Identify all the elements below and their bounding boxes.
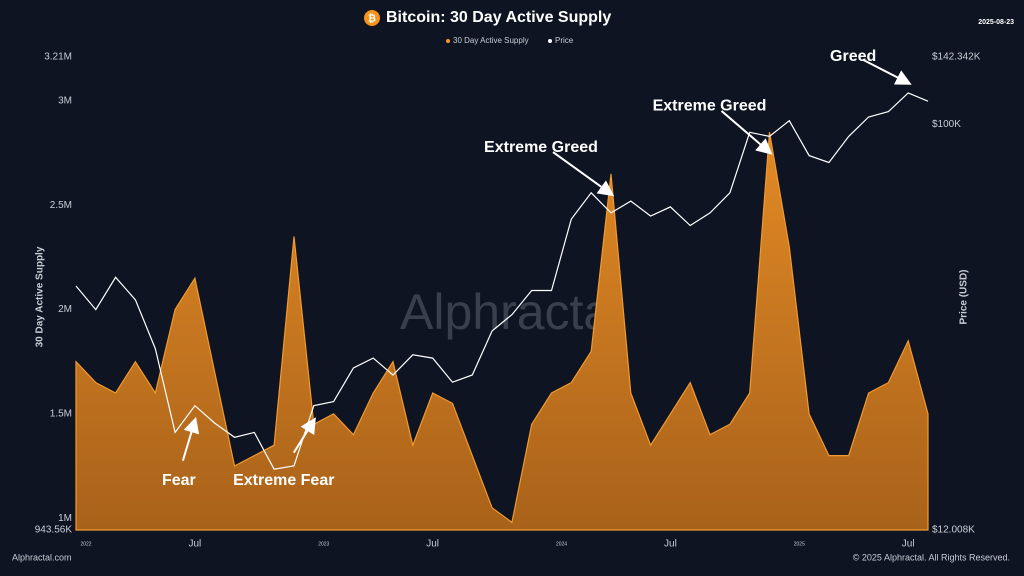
- annotation-arrow: [181, 416, 200, 461]
- legend-label: Price: [555, 36, 574, 45]
- annotation: Extreme Greed: [653, 97, 767, 114]
- legend-swatch: [446, 39, 450, 43]
- x-tick-label: Jul: [664, 539, 677, 550]
- y2-axis-label: Price (USD): [959, 269, 970, 324]
- x-tick-label: 2022: [80, 541, 91, 547]
- annotation-arrow: [552, 151, 615, 197]
- y2-tick-label: $142.342K: [932, 52, 981, 63]
- annotation: Extreme Greed: [484, 139, 598, 156]
- x-tick-label: 2024: [556, 541, 567, 547]
- y-tick-label: 1.5M: [50, 409, 72, 420]
- watermark: Alphractal: [400, 284, 622, 340]
- x-tick-label: 2023: [318, 541, 329, 547]
- footer-left: Alphractal.com: [12, 552, 72, 562]
- legend-swatch: [548, 39, 552, 43]
- date: 2025-08-23: [978, 19, 1014, 26]
- y-axis-label: 30 Day Active Supply: [35, 246, 46, 347]
- y2-tick-label: $100K: [932, 119, 961, 130]
- x-tick-label: Jul: [188, 539, 201, 550]
- annotation: Fear: [162, 472, 196, 489]
- y-tick-label: 943.56K: [35, 525, 73, 536]
- y-tick-label: 2.5M: [50, 200, 72, 211]
- y-tick-label: 3M: [58, 95, 72, 106]
- price-line: [75, 92, 929, 470]
- annotation-arrow: [720, 110, 773, 155]
- supply-area: [75, 131, 929, 531]
- chart-title: Bitcoin: 30 Day Active Supply: [386, 9, 611, 26]
- x-tick-label: Jul: [426, 539, 439, 550]
- y-tick-label: 2M: [58, 304, 72, 315]
- y2-tick-label: $12.008K: [932, 525, 975, 536]
- annotation-arrow: [292, 417, 316, 454]
- bitcoin-icon: [364, 10, 380, 26]
- y-tick-label: 1M: [58, 513, 72, 524]
- x-tick-label: 2025: [794, 541, 805, 547]
- y-tick-label: 3.21M: [44, 52, 72, 63]
- bitcoin-symbol: ₿: [368, 13, 376, 25]
- footer-right: © 2025 Alphractal. All Rights Reserved.: [853, 552, 1010, 562]
- legend-label: 30 Day Active Supply: [453, 36, 529, 45]
- annotation-arrow: [862, 58, 912, 85]
- annotation: Extreme Fear: [233, 472, 334, 489]
- x-tick-label: Jul: [902, 539, 915, 550]
- annotation: Greed: [830, 48, 876, 65]
